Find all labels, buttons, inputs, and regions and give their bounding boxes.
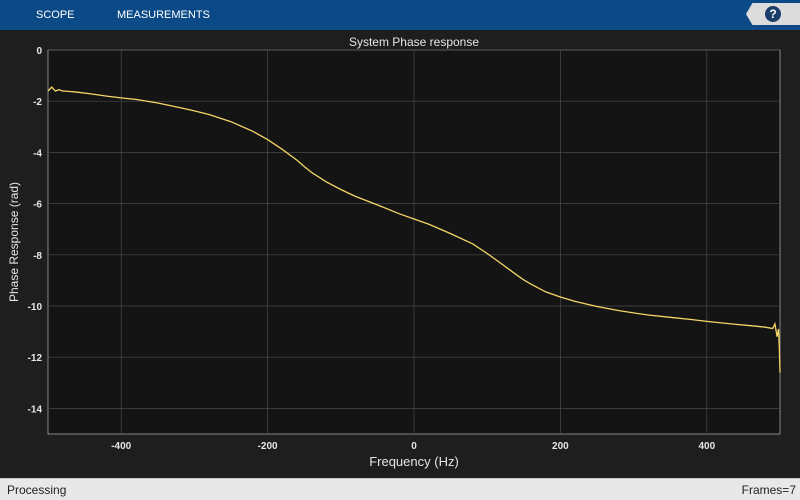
status-bar: Processing Frames=7 — [0, 478, 800, 500]
y-tick-label: -2 — [33, 97, 42, 108]
y-tick-label: 0 — [36, 46, 42, 57]
x-tick-label: 0 — [411, 441, 417, 452]
y-axis-ticks: 0 -2 -4 -6 -8 -10 -12 -14 — [28, 46, 43, 415]
status-text: Processing — [7, 483, 67, 497]
series-line — [47, 86, 781, 373]
x-tick-label: -400 — [111, 441, 131, 452]
y-tick-label: -14 — [28, 404, 43, 415]
y-tick-label: -10 — [28, 302, 43, 313]
phase-response-chart: -400 -200 0 200 400 0 -2 -4 -6 -8 -10 -12 -14 Syste… — [7, 35, 781, 469]
y-tick-label: -8 — [33, 251, 42, 262]
grid — [48, 49, 780, 434]
x-tick-label: -200 — [258, 441, 278, 452]
toolstrip: SCOPE MEASUREMENTS ? — [0, 0, 800, 30]
x-axis-label: Frequency (Hz) — [369, 454, 459, 469]
x-tick-label: 400 — [698, 441, 715, 452]
frames-count: Frames=7 — [741, 483, 796, 497]
y-tick-label: -12 — [28, 353, 43, 364]
plot-area: -400 -200 0 200 400 0 -2 -4 -6 -8 -10 -12 -14 Syste… — [0, 30, 800, 478]
y-tick-label: -4 — [33, 148, 42, 159]
tab-scope[interactable]: SCOPE — [36, 9, 75, 21]
x-axis-ticks: -400 -200 0 200 400 — [111, 441, 715, 452]
chart-title: System Phase response — [349, 35, 479, 49]
question-mark-icon: ? — [765, 6, 781, 22]
y-axis-label: Phase Response (rad) — [7, 182, 21, 302]
tab-measurements[interactable]: MEASUREMENTS — [117, 9, 210, 21]
y-tick-label: -6 — [33, 200, 42, 211]
help-button[interactable]: ? — [746, 3, 800, 25]
x-tick-label: 200 — [552, 441, 569, 452]
